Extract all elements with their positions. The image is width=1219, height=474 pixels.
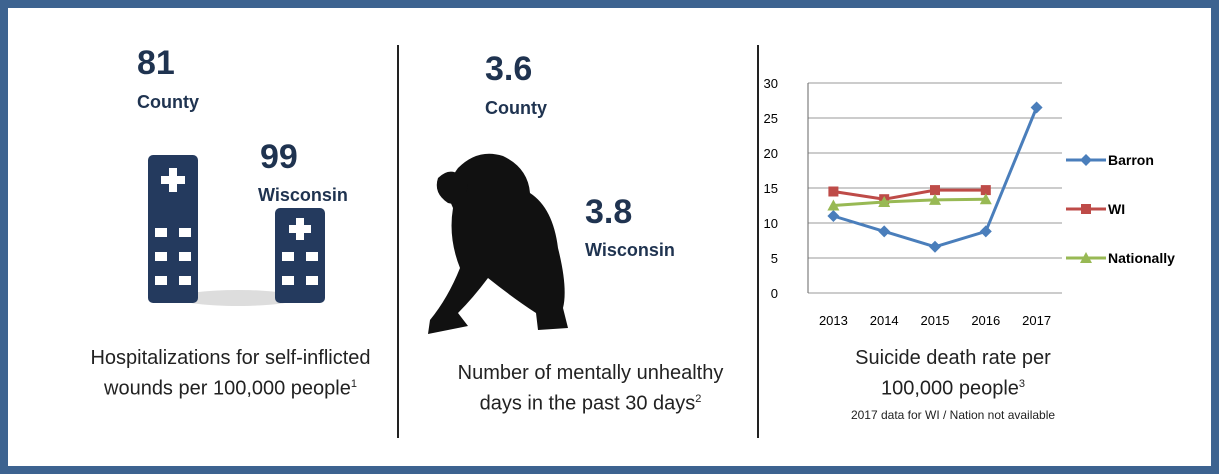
stat-value: 3.6 <box>485 50 532 89</box>
data-point <box>1031 102 1043 114</box>
series-line <box>833 199 985 205</box>
hospital-icons <box>128 148 368 318</box>
data-point <box>929 241 941 253</box>
caption: Suicide death rate per 100,000 people3 <box>823 345 1083 402</box>
stat-label: County <box>137 92 199 113</box>
y-tick-label: 0 <box>771 286 778 301</box>
line-chart: 0 5 10 15 20 25 30 2013 2014 2015 2016 2017 Barron WI… <box>750 60 1210 330</box>
x-tick-label: 2015 <box>921 313 950 328</box>
stat-value: 81 <box>137 44 175 83</box>
data-point <box>878 225 890 237</box>
caption-text: Number of mentally unhealthy days in the… <box>458 362 724 415</box>
y-tick-label: 10 <box>764 216 778 231</box>
person-silhouette <box>418 148 588 338</box>
y-tick-label: 5 <box>771 251 778 266</box>
data-point <box>980 225 992 237</box>
data-point <box>828 187 838 197</box>
caption: Hospitalizations for self-inflicted woun… <box>88 345 373 402</box>
stat-label: County <box>485 98 547 119</box>
data-point <box>930 185 940 195</box>
divider <box>397 45 399 438</box>
stat-label: Wisconsin <box>585 240 675 261</box>
x-tick-label: 2014 <box>870 313 899 328</box>
data-point <box>827 210 839 222</box>
legend-label: Barron <box>1108 152 1154 168</box>
footnote: 3 <box>1019 378 1025 390</box>
caption: Number of mentally unhealthy days in the… <box>448 360 733 417</box>
legend-label: Nationally <box>1108 250 1175 266</box>
legend-label: WI <box>1108 201 1125 217</box>
data-point <box>1080 154 1092 166</box>
x-tick-label: 2017 <box>1022 313 1051 328</box>
chart-note: 2017 data for WI / Nation not available <box>798 408 1108 422</box>
y-tick-label: 20 <box>764 146 778 161</box>
stat-value: 3.8 <box>585 193 632 232</box>
x-tick-label: 2013 <box>819 313 848 328</box>
footnote: 2 <box>695 393 701 405</box>
series-line <box>833 190 985 199</box>
infographic: 81 County 99 Wisconsin Hospitalizations … <box>0 0 1219 474</box>
caption-text: Suicide death rate per 100,000 people <box>855 347 1051 400</box>
data-point <box>1081 204 1091 214</box>
y-tick-label: 25 <box>764 111 778 126</box>
caption-text: Hospitalizations for self-inflicted woun… <box>90 347 370 400</box>
series-line <box>833 108 1036 247</box>
footnote: 1 <box>351 378 357 390</box>
x-tick-label: 2016 <box>971 313 1000 328</box>
y-tick-label: 30 <box>764 76 778 91</box>
y-tick-label: 15 <box>764 181 778 196</box>
